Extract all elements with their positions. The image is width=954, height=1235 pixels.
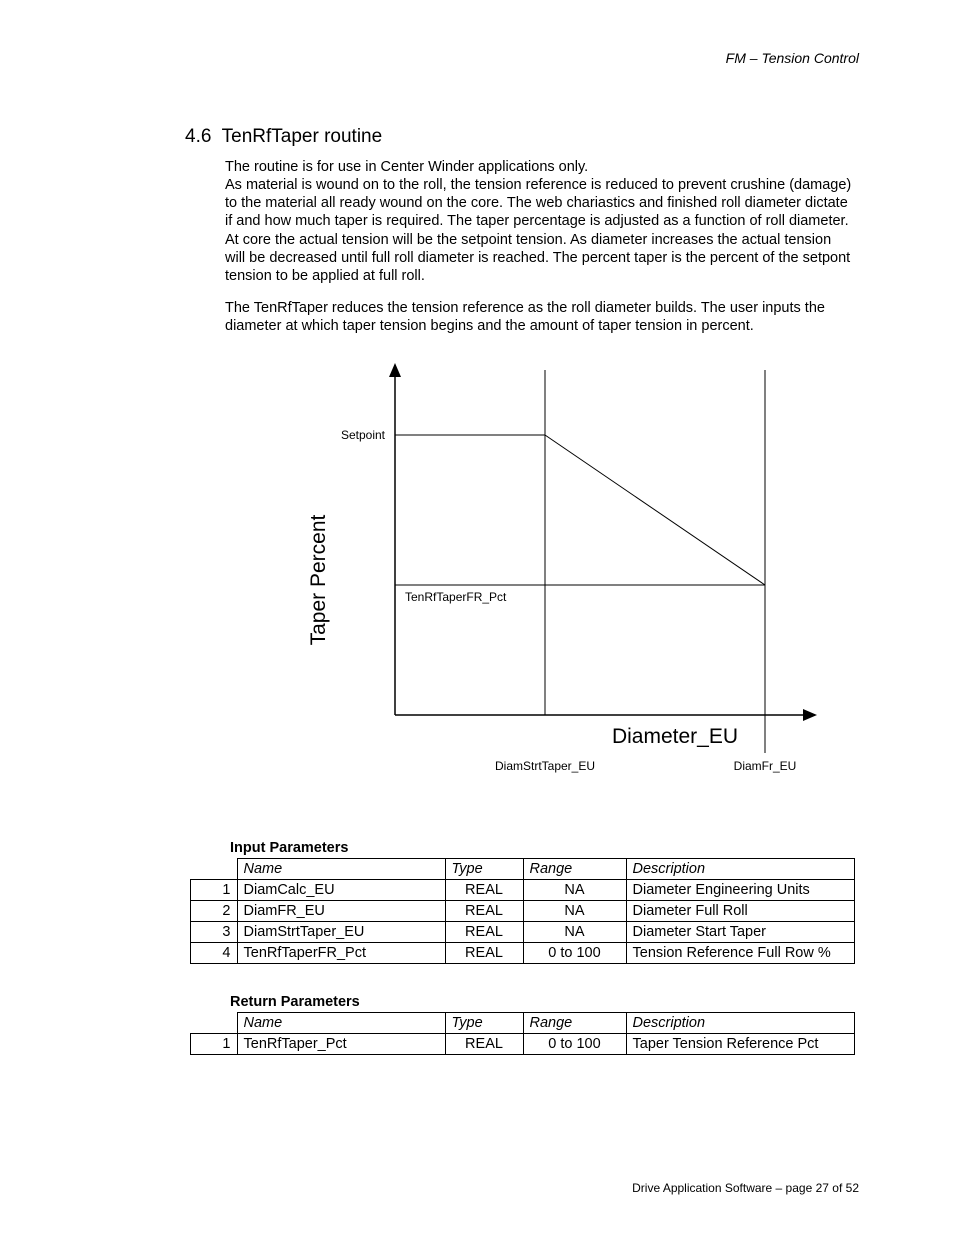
table-row: 4TenRfTaperFR_PctREAL0 to 100Tension Ref… [191,943,855,964]
col-type: Type [445,1013,523,1034]
return-params-table: Name Type Range Description 1TenRfTaper_… [190,1012,855,1055]
cell: Diameter Start Taper [626,922,855,943]
cell: REAL [445,1034,523,1055]
cell: DiamCalc_EU [237,880,445,901]
cell: REAL [445,943,523,964]
section-heading: 4.6 TenRfTaper routine [185,126,859,148]
svg-text:Setpoint: Setpoint [341,428,386,442]
cell: NA [523,901,626,922]
table-row: 1DiamCalc_EUREALNADiameter Engineering U… [191,880,855,901]
table-row: 3DiamStrtTaper_EUREALNADiameter Start Ta… [191,922,855,943]
cell: 1 [191,1034,238,1055]
input-params-title: Input Parameters [230,840,859,856]
cell: 4 [191,943,238,964]
chart-svg: Setpoint TenRfTaperFR_Pct DiamStrtTaper_EU… [95,355,855,795]
cell: Diameter Full Roll [626,901,855,922]
cell: REAL [445,922,523,943]
cell: Diameter Engineering Units [626,880,855,901]
header-topic: FM – Tension Control [95,50,859,66]
col-desc: Description [626,1013,855,1034]
col-desc: Description [626,859,855,880]
col-name: Name [237,1013,445,1034]
cell: TenRfTaperFR_Pct [237,943,445,964]
cell: REAL [445,901,523,922]
col-blank [191,1013,238,1034]
taper-chart: Setpoint TenRfTaperFR_Pct DiamStrtTaper_EU… [95,355,859,800]
paragraph-1-line: The routine is for use in Center Winder … [225,159,588,175]
table-header-row: Name Type Range Description [191,1013,855,1034]
tables: Input Parameters Name Type Range Descrip… [190,840,859,1055]
col-range: Range [523,859,626,880]
section-number: 4.6 [185,126,211,147]
svg-text:DiamStrtTaper_EU: DiamStrtTaper_EU [495,759,595,773]
footer-page-current: 27 [816,1181,829,1195]
footer-page-total: 52 [846,1181,859,1195]
cell: REAL [445,880,523,901]
cell: Tension Reference Full Row % [626,943,855,964]
svg-text:Diameter_EU: Diameter_EU [612,725,738,748]
svg-text:DiamFr_EU: DiamFr_EU [734,759,797,773]
cell: 0 to 100 [523,1034,626,1055]
cell: NA [523,922,626,943]
svg-text:TenRfTaperFR_Pct: TenRfTaperFR_Pct [405,590,507,604]
return-params-title: Return Parameters [230,994,859,1010]
section-title: TenRfTaper routine [222,126,383,147]
table-row: 1TenRfTaper_PctREAL0 to 100Taper Tension… [191,1034,855,1055]
input-params-table: Name Type Range Description 1DiamCalc_EU… [190,858,855,964]
paragraph-3: The TenRfTaper reduces the tension refer… [225,299,854,335]
paragraph-1: The routine is for use in Center Winder … [225,158,854,285]
cell: NA [523,880,626,901]
paragraph-2-line: As material is wound on to the roll, the… [225,177,851,284]
col-type: Type [445,859,523,880]
cell: TenRfTaper_Pct [237,1034,445,1055]
footer-prefix: Drive Application Software – page [632,1181,815,1195]
col-blank [191,859,238,880]
cell: DiamFR_EU [237,901,445,922]
col-name: Name [237,859,445,880]
cell: 3 [191,922,238,943]
col-range: Range [523,1013,626,1034]
cell: 1 [191,880,238,901]
cell: DiamStrtTaper_EU [237,922,445,943]
table-row: 2DiamFR_EUREALNADiameter Full Roll [191,901,855,922]
cell: 2 [191,901,238,922]
cell: Taper Tension Reference Pct [626,1034,855,1055]
cell: 0 to 100 [523,943,626,964]
footer-sep: of [829,1181,846,1195]
table-header-row: Name Type Range Description [191,859,855,880]
page: FM – Tension Control 4.6 TenRfTaper rout… [0,0,954,1235]
svg-text:Taper Percent: Taper Percent [307,515,330,646]
footer: Drive Application Software – page 27 of … [632,1181,859,1195]
